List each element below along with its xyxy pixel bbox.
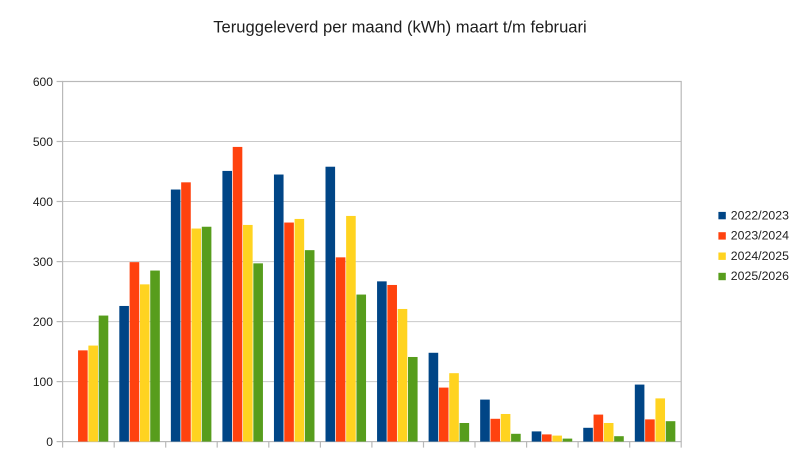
svg-text:0: 0: [46, 435, 53, 449]
svg-text:100: 100: [33, 375, 53, 389]
svg-text:Teruggeleverd per maand (kWh): Teruggeleverd per maand (kWh) maart t/m …: [213, 17, 587, 36]
svg-text:2022/2023: 2022/2023: [731, 208, 789, 222]
svg-text:400: 400: [33, 195, 53, 209]
svg-text:600: 600: [33, 75, 53, 89]
svg-text:500: 500: [33, 135, 53, 149]
svg-text:2025/2026: 2025/2026: [731, 269, 789, 283]
svg-text:200: 200: [33, 315, 53, 329]
svg-text:300: 300: [33, 255, 53, 269]
svg-text:2023/2024: 2023/2024: [731, 229, 789, 243]
svg-text:2024/2025: 2024/2025: [731, 249, 789, 263]
